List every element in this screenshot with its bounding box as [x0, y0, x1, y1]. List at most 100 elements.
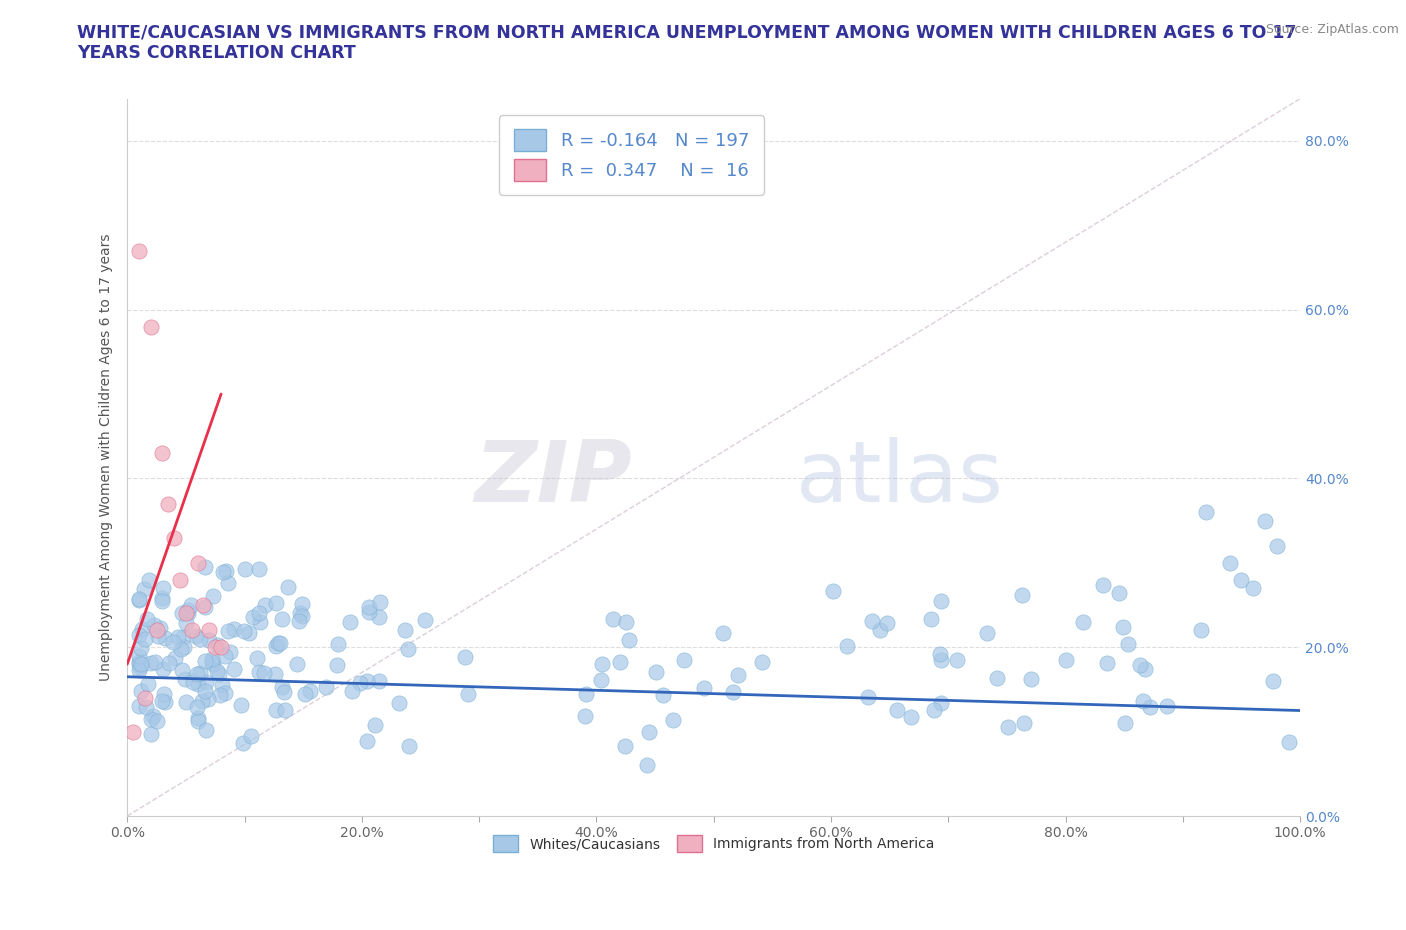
Point: [155, 695, 177, 710]
Point: [197, 692, 219, 707]
Point: [1091, 578, 1114, 592]
Point: [860, 614, 883, 629]
Point: [277, 580, 299, 595]
Text: WHITE/CAUCASIAN VS IMMIGRANTS FROM NORTH AMERICA UNEMPLOYMENT AMONG WOMEN WITH C: WHITE/CAUCASIAN VS IMMIGRANTS FROM NORTH…: [77, 23, 1296, 62]
Point: [217, 623, 239, 638]
Point: [1189, 623, 1212, 638]
Point: [139, 711, 162, 726]
Point: [149, 620, 172, 635]
Point: [900, 710, 922, 724]
Point: [263, 667, 285, 682]
Point: [142, 618, 165, 632]
Point: [217, 576, 239, 591]
Point: [187, 711, 209, 725]
Point: [394, 623, 416, 638]
Point: [128, 592, 150, 607]
Point: [253, 665, 276, 680]
Point: [136, 676, 159, 691]
Point: [240, 728, 263, 743]
Point: [224, 621, 246, 636]
Point: [134, 631, 156, 646]
Point: [129, 659, 152, 674]
Point: [214, 685, 236, 700]
Point: [214, 649, 236, 664]
Point: [886, 702, 908, 717]
Point: [285, 657, 308, 671]
Point: [711, 626, 734, 641]
Point: [636, 757, 658, 772]
Point: [188, 666, 211, 681]
Point: [357, 604, 380, 619]
Point: [454, 650, 477, 665]
Point: [180, 623, 202, 638]
Point: [146, 713, 169, 728]
Point: [162, 634, 184, 649]
Point: [1156, 699, 1178, 714]
Text: atlas: atlas: [796, 437, 1004, 521]
Point: [170, 605, 193, 620]
Point: [751, 655, 773, 670]
Point: [135, 699, 157, 714]
Point: [194, 560, 217, 575]
Point: [609, 655, 631, 670]
Point: [128, 591, 150, 606]
Point: [617, 633, 640, 648]
Point: [201, 651, 224, 666]
Point: [152, 445, 174, 460]
Point: [150, 591, 173, 605]
Point: [929, 593, 952, 608]
Point: [976, 626, 998, 641]
Point: [201, 655, 224, 670]
Point: [1095, 656, 1118, 671]
Point: [328, 637, 350, 652]
Point: [388, 696, 411, 711]
Point: [194, 653, 217, 668]
Point: [194, 684, 217, 698]
Point: [614, 739, 637, 754]
Point: [1012, 715, 1035, 730]
Point: [823, 583, 845, 598]
Point: [294, 686, 316, 701]
Point: [174, 695, 197, 710]
Point: [247, 664, 270, 679]
Point: [191, 694, 214, 709]
Point: [1021, 671, 1043, 686]
Point: [128, 655, 150, 670]
Point: [184, 629, 207, 644]
Point: [209, 687, 232, 702]
Point: [163, 651, 186, 666]
Point: [177, 605, 200, 620]
Point: [673, 652, 696, 667]
Point: [173, 671, 195, 686]
Point: [274, 702, 297, 717]
Point: [1195, 505, 1218, 520]
Point: [368, 594, 391, 609]
Point: [169, 572, 191, 587]
Point: [141, 656, 163, 671]
Point: [187, 714, 209, 729]
Legend: Whites/Caucasians, Immigrants from North America: Whites/Caucasians, Immigrants from North…: [486, 829, 941, 859]
Point: [692, 681, 714, 696]
Point: [202, 657, 225, 671]
Point: [326, 658, 349, 672]
Point: [922, 703, 945, 718]
Point: [356, 734, 378, 749]
Point: [132, 581, 155, 596]
Point: [204, 640, 226, 655]
Point: [929, 696, 952, 711]
Point: [247, 605, 270, 620]
Point: [856, 690, 879, 705]
Point: [128, 662, 150, 677]
Point: [254, 597, 277, 612]
Point: [238, 626, 260, 641]
Point: [187, 677, 209, 692]
Point: [591, 657, 613, 671]
Point: [1054, 653, 1077, 668]
Point: [651, 688, 673, 703]
Point: [1011, 588, 1033, 603]
Point: [264, 639, 287, 654]
Point: [193, 598, 215, 613]
Point: [153, 631, 176, 645]
Point: [876, 616, 898, 631]
Point: [215, 564, 238, 578]
